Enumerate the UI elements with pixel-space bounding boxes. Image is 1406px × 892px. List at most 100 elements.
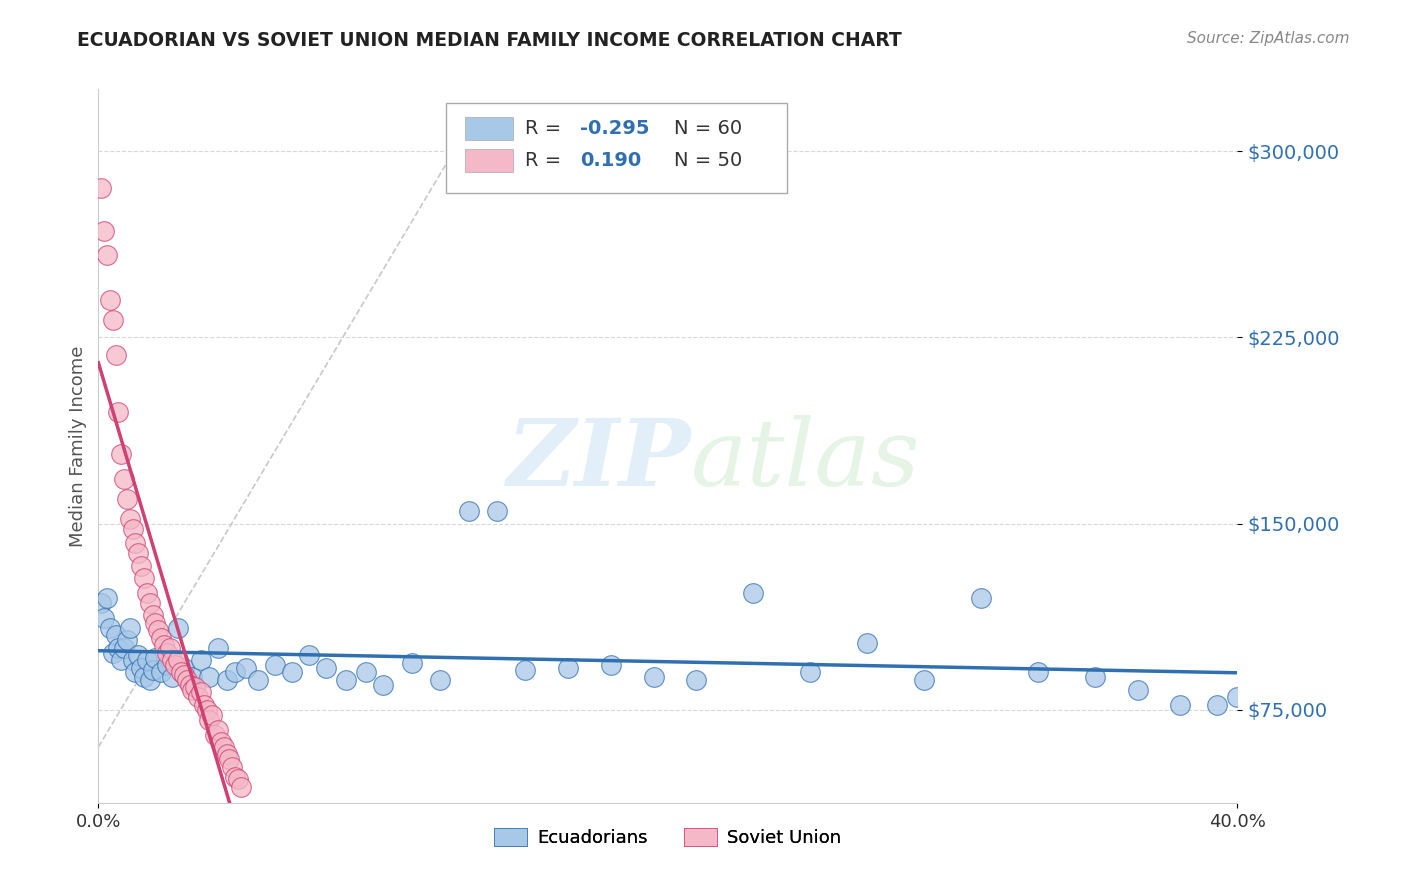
Point [107,405,129,419]
Point [112,640,135,655]
Point [221,760,243,774]
Point [162,670,184,684]
Point [101,646,124,660]
Point [354,665,377,680]
Point [207,640,229,655]
Point [115,491,138,506]
Point [101,313,124,327]
Point [218,752,240,766]
Point [1084,670,1107,684]
Point [181,670,204,684]
Point [201,707,224,722]
Point [912,673,935,687]
Point [127,648,149,662]
Point [129,558,152,573]
Point [118,511,141,525]
Point [515,663,537,677]
Point [190,653,212,667]
Point [145,650,167,665]
Point [315,660,337,674]
Point [281,665,304,680]
Point [643,670,665,684]
Point [226,772,249,787]
Point [207,723,229,737]
Point [215,673,238,687]
Point [118,621,141,635]
Point [129,660,152,674]
Point [193,698,215,712]
Point [1170,698,1192,712]
Text: Source: ZipAtlas.com: Source: ZipAtlas.com [1187,31,1350,46]
Point [96,248,118,262]
Point [190,685,212,699]
Point [1226,690,1249,705]
Point [150,631,173,645]
Point [181,682,204,697]
Point [132,670,155,684]
Point [224,770,246,784]
Point [98,293,121,308]
Point [335,673,357,687]
Text: ZIP: ZIP [506,416,690,505]
Point [429,673,451,687]
Point [1026,665,1049,680]
Point [204,727,226,741]
FancyBboxPatch shape [446,103,787,193]
Point [110,653,132,667]
Point [235,660,257,674]
Point [179,678,201,692]
Point [970,591,993,605]
Point [104,628,127,642]
Point [127,546,149,560]
Point [856,636,879,650]
Y-axis label: Median Family Income: Median Family Income [69,345,87,547]
FancyBboxPatch shape [465,149,513,172]
Point [373,678,395,692]
Point [162,653,184,667]
Point [93,224,115,238]
Point [195,703,218,717]
Point [167,621,190,635]
Point [187,690,209,705]
Point [141,663,163,677]
Point [98,621,121,635]
Point [742,586,765,600]
Point [600,658,623,673]
Point [135,586,157,600]
Point [112,472,135,486]
Point [121,653,143,667]
Point [1206,698,1229,712]
Legend: Ecuadorians, Soviet Union: Ecuadorians, Soviet Union [486,821,849,855]
Text: R =: R = [526,119,562,138]
Point [138,673,160,687]
Point [110,447,132,461]
Point [124,536,146,550]
Point [557,660,579,674]
Point [457,504,479,518]
Point [173,668,195,682]
Text: 0.190: 0.190 [581,151,641,170]
Point [107,640,129,655]
Point [184,681,207,695]
Point [148,624,170,638]
Point [156,658,179,673]
Point [1126,682,1149,697]
Point [176,673,198,687]
Point [215,747,238,762]
Text: ECUADORIAN VS SOVIET UNION MEDIAN FAMILY INCOME CORRELATION CHART: ECUADORIAN VS SOVIET UNION MEDIAN FAMILY… [77,31,903,50]
Point [209,735,232,749]
Point [298,648,321,662]
Point [212,739,235,754]
Point [90,181,112,195]
FancyBboxPatch shape [465,117,513,140]
Point [224,665,246,680]
Point [170,665,193,680]
Point [135,653,157,667]
Point [156,646,179,660]
Text: N = 60: N = 60 [673,119,742,138]
Point [145,615,167,630]
Point [198,713,221,727]
Point [90,596,112,610]
Text: atlas: atlas [690,416,920,505]
Point [486,504,509,518]
